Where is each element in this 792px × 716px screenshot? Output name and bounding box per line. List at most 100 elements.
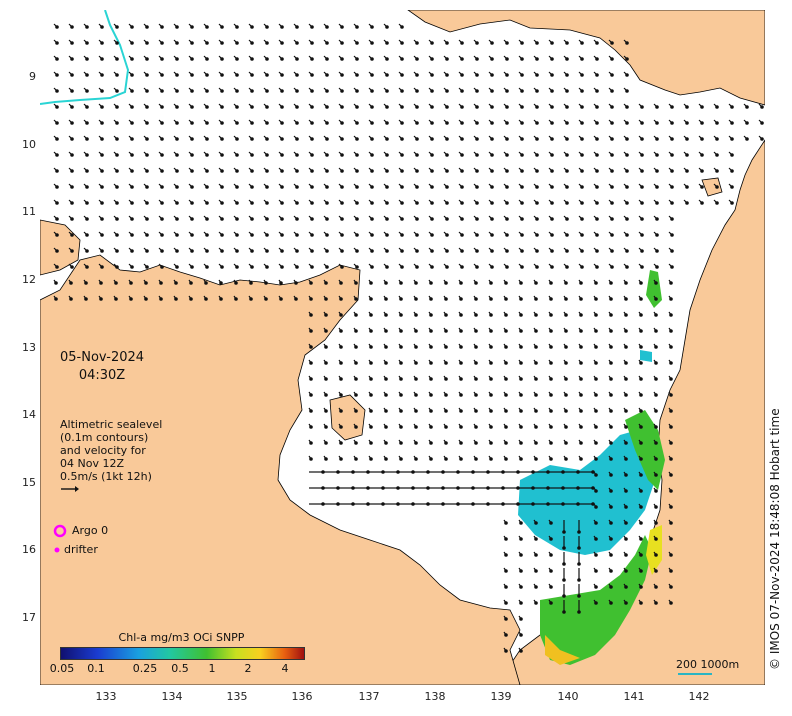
- velocity-arrow-head: [70, 25, 74, 29]
- velocity-arrow-head: [220, 249, 224, 253]
- velocity-arrow-head: [355, 121, 359, 125]
- velocity-arrow-head: [355, 217, 359, 221]
- velocity-arrow-head: [115, 89, 119, 93]
- velocity-arrow-head: [459, 313, 463, 317]
- chlorophyll-colorbar: [60, 647, 305, 660]
- velocity-arrow-head: [625, 233, 629, 237]
- velocity-arrow-head: [535, 105, 539, 109]
- velocity-arrow-head: [369, 409, 373, 413]
- velocity-arrow-head: [609, 569, 613, 573]
- velocity-arrow-head: [400, 105, 404, 109]
- velocity-arrow-head: [55, 121, 59, 125]
- velocity-arrow-head: [396, 502, 400, 506]
- velocity-arrow-head: [505, 153, 509, 157]
- velocity-arrow-head: [426, 470, 430, 474]
- velocity-arrow-head: [459, 441, 463, 445]
- velocity-arrow-head: [564, 361, 568, 365]
- velocity-arrow-head: [475, 249, 479, 253]
- velocity-arrow-head: [310, 73, 314, 77]
- velocity-arrow-head: [429, 345, 433, 349]
- velocity-arrow-head: [100, 185, 104, 189]
- velocity-arrow-head: [400, 57, 404, 61]
- velocity-arrow-head: [576, 486, 580, 490]
- velocity-arrow-head: [595, 153, 599, 157]
- velocity-arrow-head: [594, 521, 598, 525]
- velocity-arrow-head: [475, 57, 479, 61]
- velocity-arrow-head: [399, 281, 403, 285]
- west-land-strip: [40, 219, 81, 276]
- lon-tick-label: 137: [358, 690, 380, 703]
- velocity-arrow-head: [85, 233, 89, 237]
- velocity-arrow-head: [490, 137, 494, 141]
- velocity-arrow-head: [85, 201, 89, 205]
- velocity-arrow-head: [655, 137, 659, 141]
- velocity-arrow-head: [250, 169, 254, 173]
- velocity-arrow-head: [474, 409, 478, 413]
- velocity-arrow-head: [325, 201, 329, 205]
- velocity-arrow-head: [474, 377, 478, 381]
- velocity-arrow-head: [265, 89, 269, 93]
- velocity-arrow-head: [55, 89, 59, 93]
- velocity-arrow-head: [279, 281, 283, 285]
- velocity-arrow-head: [321, 470, 325, 474]
- velocity-arrow-head: [670, 217, 674, 221]
- velocity-arrow-head: [685, 153, 689, 157]
- velocity-arrow-head: [669, 393, 673, 397]
- velocity-arrow-head: [250, 265, 254, 269]
- argo-label: Argo 0: [72, 524, 109, 537]
- velocity-arrow-head: [475, 41, 479, 45]
- velocity-arrow-head: [310, 249, 314, 253]
- velocity-arrow-head: [505, 185, 509, 189]
- velocity-arrow-head: [475, 217, 479, 221]
- velocity-arrow-head: [430, 73, 434, 77]
- velocity-arrow-head: [325, 169, 329, 173]
- velocity-arrow-head: [580, 105, 584, 109]
- velocity-arrow-head: [115, 25, 119, 29]
- velocity-arrow-head: [445, 185, 449, 189]
- map-canvas[interactable]: [40, 10, 765, 685]
- velocity-arrow-head: [474, 329, 478, 333]
- velocity-arrow-head: [430, 249, 434, 253]
- map-frame[interactable]: [40, 10, 765, 685]
- velocity-arrow-head: [489, 329, 493, 333]
- velocity-arrow-head: [562, 546, 566, 550]
- velocity-arrow-head: [655, 233, 659, 237]
- velocity-arrow-head: [295, 233, 299, 237]
- velocity-arrow-head: [384, 441, 388, 445]
- velocity-arrow-head: [490, 89, 494, 93]
- argo-legend: Argo 0: [54, 524, 108, 537]
- velocity-arrow-head: [535, 153, 539, 157]
- velocity-arrow-head: [100, 73, 104, 77]
- velocity-arrow-head: [489, 393, 493, 397]
- velocity-arrow-head: [760, 137, 764, 141]
- velocity-arrow-head: [235, 57, 239, 61]
- chl-patch-yellow-south: [545, 635, 580, 665]
- velocity-arrow-head: [576, 470, 580, 474]
- colorbar-tick-label: 2: [244, 662, 252, 675]
- velocity-arrow-head: [460, 217, 464, 221]
- velocity-arrow-head: [235, 105, 239, 109]
- lat-tick-label: 9: [29, 70, 36, 83]
- velocity-arrow-head: [471, 502, 475, 506]
- velocity-arrow-head: [624, 537, 628, 541]
- velocity-arrow-head: [504, 377, 508, 381]
- velocity-arrow-head: [355, 73, 359, 77]
- argo-marker: [53, 524, 67, 538]
- velocity-arrow-head: [54, 281, 58, 285]
- velocity-arrow-head: [520, 73, 524, 77]
- velocity-arrow-head: [444, 361, 448, 365]
- velocity-arrow-head: [325, 121, 329, 125]
- velocity-arrow-head: [609, 393, 613, 397]
- velocity-arrow-head: [336, 470, 340, 474]
- velocity-arrow-head: [501, 470, 505, 474]
- velocity-arrow-head: [190, 201, 194, 205]
- velocity-arrow-head: [250, 217, 254, 221]
- velocity-arrow-head: [415, 233, 419, 237]
- lon-tick-label: 136: [291, 690, 313, 703]
- velocity-arrow-head: [639, 569, 643, 573]
- velocity-arrow-head: [669, 425, 673, 429]
- velocity-arrow-head: [640, 201, 644, 205]
- velocity-arrow-head: [565, 57, 569, 61]
- velocity-arrow-head: [309, 345, 313, 349]
- velocity-arrow-head: [639, 505, 643, 509]
